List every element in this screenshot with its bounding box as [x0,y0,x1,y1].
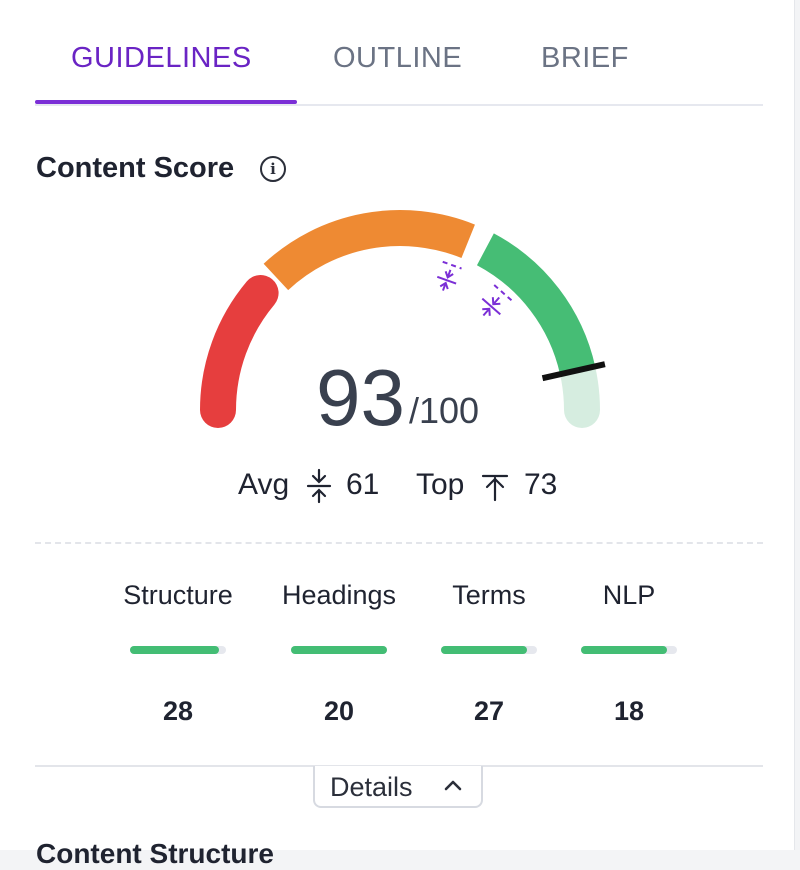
metric-bar-nlp [581,646,677,654]
avg-icon [306,468,332,504]
tab-brief[interactable]: BRIEF [541,42,629,74]
top-value: 73 [524,468,558,501]
top-icon [481,474,509,502]
gauge-segment-remaining [559,352,600,428]
metric-bar-fill [581,646,668,654]
metric-bar-headings [291,646,387,654]
gauge-segment-orange [263,210,475,291]
content-structure-heading: Content Structure [36,838,274,869]
gauge-segment-green [476,233,596,375]
active-tab-indicator [35,100,297,104]
gauge-segment-red [200,275,279,428]
score-value: 93 [316,353,405,442]
metric-value-headings: 20 [323,696,355,726]
avg-marker-icon [436,260,462,291]
tab-outline[interactable]: OUTLINE [333,42,463,74]
metric-bar-terms [441,646,537,654]
metric-bar-structure [130,646,226,654]
score-gauge [200,210,606,428]
metric-value-terms: 27 [473,696,505,726]
content-score-heading: Content Score [36,152,235,184]
metric-label-nlp: NLP [602,580,656,610]
details-button-label: Details [330,772,413,802]
avg-value: 61 [346,468,380,501]
dashed-divider [35,542,763,544]
chevron-up-icon [444,780,462,791]
avg-label: Avg [238,468,290,501]
metric-bar-fill [441,646,528,654]
score-max: /100 [409,390,480,431]
tab-guidelines[interactable]: GUIDELINES [71,42,252,74]
top-label: Top [416,468,465,501]
metric-bar-fill [130,646,220,654]
top-marker-icon [481,284,513,317]
metric-value-structure: 28 [162,696,194,726]
score-marker [541,361,606,382]
tab-bar: GUIDELINES OUTLINE BRIEF [35,30,763,106]
metric-label-headings: Headings [281,580,397,610]
details-button[interactable]: Details [313,766,483,808]
metric-bar-fill [291,646,387,654]
info-icon[interactable]: i [260,156,286,182]
metric-label-structure: Structure [123,580,233,610]
metric-label-terms: Terms [452,580,526,610]
metric-value-nlp: 18 [613,696,645,726]
